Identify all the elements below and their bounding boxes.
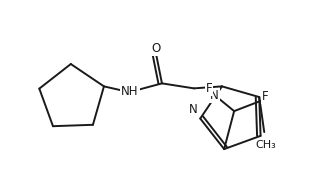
Text: F: F	[206, 82, 212, 95]
Text: N: N	[210, 89, 219, 102]
Text: O: O	[151, 42, 161, 55]
Text: CH₃: CH₃	[256, 140, 277, 150]
Text: F: F	[262, 90, 268, 103]
Text: NH: NH	[121, 85, 139, 98]
Text: N: N	[188, 102, 197, 115]
